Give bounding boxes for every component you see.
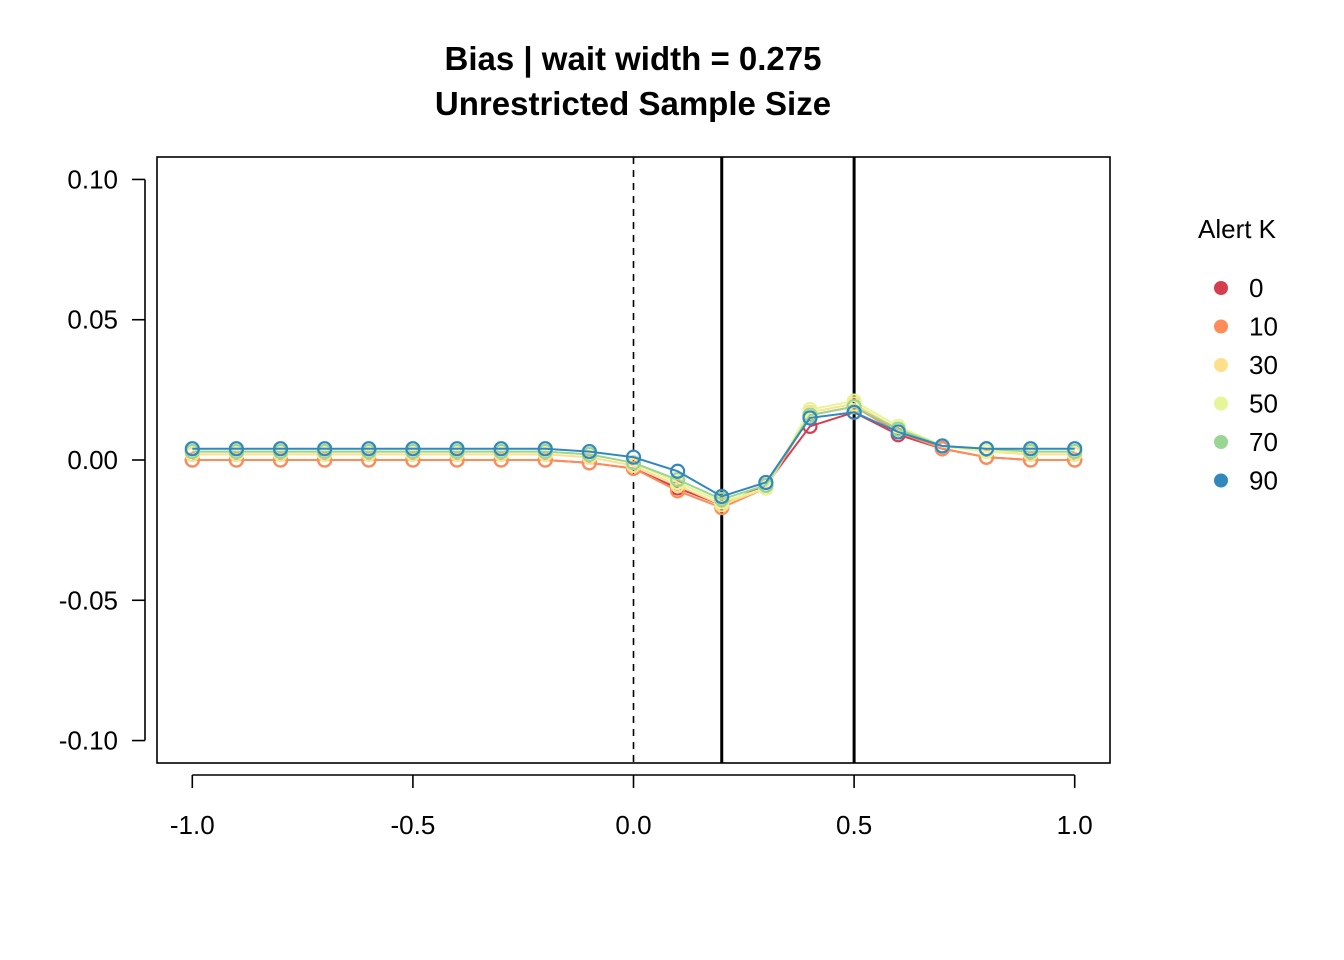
data-point-k-90 [846,404,862,420]
plot-frame [156,156,1111,764]
data-point-k-90 [978,441,995,457]
data-point-k-90 [802,410,818,426]
legend-item-k-0: 0 [1214,273,1263,303]
data-point-k-70 [670,472,686,488]
x-tick-label: 1.0 [1057,810,1093,840]
x-tick-label: -1.0 [170,810,215,840]
data-point-k-90 [493,441,509,457]
legend-swatch [1214,319,1228,334]
data-point-k-90 [228,441,245,457]
series-line-k-90 [192,411,1075,498]
data-point-k-90 [670,463,686,479]
y-axis: 0.10 0.05 0.00 -0.05 -0.10 [59,164,146,756]
series-layer [184,393,1083,516]
series-k-90 [184,404,1083,505]
data-point-k-90 [537,441,553,457]
y-tick-label: 0.10 [67,164,118,194]
legend-label: 90 [1249,466,1278,496]
legend-label: 50 [1249,389,1278,419]
data-point-k-90 [934,438,950,454]
legend-label: 10 [1249,312,1278,342]
legend-swatch [1214,396,1228,411]
data-point-k-90 [758,474,774,491]
legend-item-k-50: 50 [1214,389,1278,419]
legend: Alert K 0 10 30 50 70 90 [1198,214,1278,496]
data-point-k-10 [184,452,200,468]
legend-swatch [1214,358,1228,372]
reference-lines [632,157,856,763]
data-point-k-90 [1022,441,1039,457]
data-point-k-90 [317,441,333,457]
y-tick-label: -0.10 [59,726,118,756]
y-tick-label: 0.00 [67,445,118,475]
data-point-k-90 [449,441,465,457]
legend-label: 0 [1249,273,1263,303]
y-tick-label: 0.05 [67,305,118,335]
legend-item-k-30: 30 [1214,350,1278,380]
legend-swatch [1214,435,1228,449]
legend-label: 70 [1249,427,1278,457]
x-tick-label: 0.5 [836,810,872,840]
data-point-k-90 [714,488,730,505]
data-point-k-90 [890,424,906,440]
data-point-k-10 [1067,452,1083,468]
x-axis: -1.0 -0.5 0.0 0.5 1.0 [170,774,1093,840]
data-point-k-90 [405,441,421,457]
legend-title: Alert K [1198,214,1277,244]
x-tick-label: -0.5 [390,810,435,840]
data-point-k-90 [184,441,200,457]
legend-label: 30 [1249,350,1278,380]
chart-title: Bias | wait width = 0.275 [445,40,822,77]
legend-item-k-90: 90 [1214,466,1278,496]
legend-item-k-10: 10 [1214,312,1278,342]
x-tick-label: 0.0 [615,810,651,840]
legend-items: 0 10 30 50 70 90 [1214,273,1278,496]
legend-swatch [1214,281,1228,295]
legend-item-k-70: 70 [1214,427,1278,457]
y-tick-label: -0.05 [59,585,118,615]
chart-subtitle: Unrestricted Sample Size [435,85,831,122]
data-point-k-90 [581,443,597,460]
data-point-k-90 [361,441,377,457]
data-point-k-90 [1067,441,1083,457]
data-point-k-90 [272,441,289,457]
data-point-k-90 [625,449,642,465]
legend-swatch [1214,473,1228,488]
